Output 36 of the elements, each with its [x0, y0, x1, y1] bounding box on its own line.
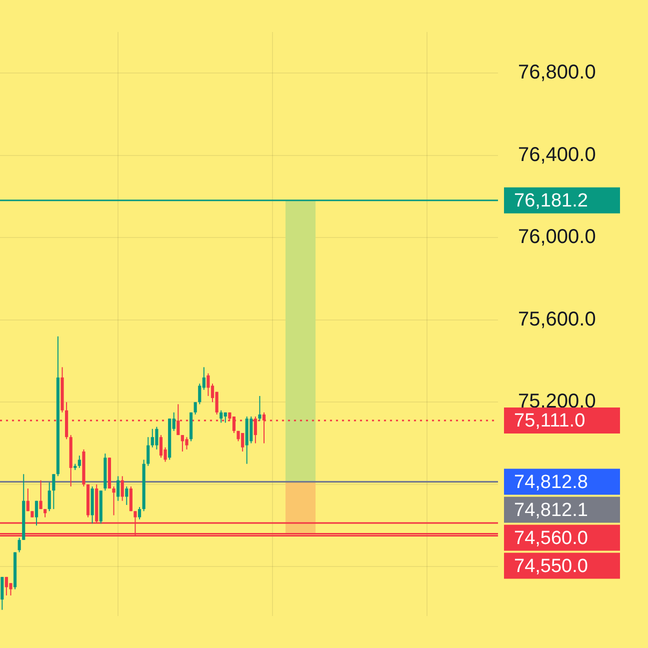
candlestick	[18, 537, 21, 553]
candlestick	[129, 486, 132, 512]
candlestick	[112, 486, 116, 516]
candlestick	[0, 576, 4, 610]
candlestick	[155, 426, 158, 450]
y-tick-label: 76,800.0	[518, 62, 596, 84]
candlestick	[194, 402, 197, 415]
candlestick	[150, 428, 154, 448]
candlestick	[138, 506, 142, 520]
candlestick	[78, 455, 81, 468]
candlestick	[48, 482, 51, 512]
candlestick	[116, 476, 120, 502]
y-tick-label: 76,000.0	[518, 226, 596, 248]
ref-line-label: 74,812.8	[514, 472, 588, 493]
candlestick	[206, 372, 210, 396]
candlestick	[250, 416, 253, 444]
ref-line-label: 74,550.0	[514, 556, 588, 577]
candlestick	[159, 434, 163, 458]
candlestick	[34, 500, 38, 526]
candlestick	[52, 474, 56, 510]
candlestick	[39, 480, 42, 510]
ref-line-label: 74,812.1	[514, 500, 588, 521]
candlestick	[180, 434, 184, 452]
ref-line-label: 76,181.2	[514, 190, 588, 212]
y-tick-label: 76,400.0	[518, 144, 596, 166]
ref-line-label: 75,111.0	[514, 410, 586, 432]
candlestick	[220, 410, 223, 424]
candlestick	[26, 488, 30, 512]
candlestick	[146, 436, 150, 466]
y-tick-label: 75,200.0	[518, 390, 596, 413]
candlestick	[125, 486, 128, 506]
candlestick	[185, 436, 188, 450]
candlestick	[258, 395, 262, 422]
y-tick-label: 75,600.0	[518, 308, 596, 330]
candlestick	[120, 476, 124, 502]
ref-line-label: 74,560.0	[514, 528, 588, 549]
